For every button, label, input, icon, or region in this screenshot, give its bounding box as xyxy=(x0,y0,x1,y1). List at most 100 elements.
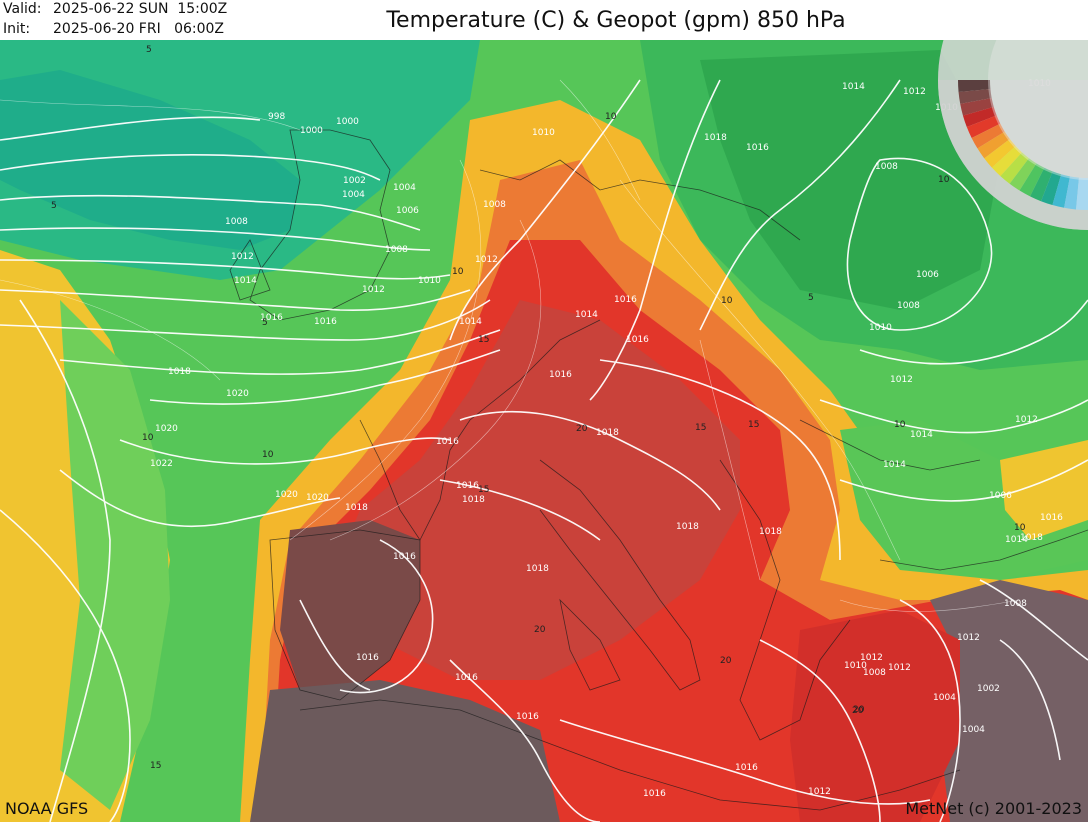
legend-wedge xyxy=(1041,171,1062,206)
legend-wedge xyxy=(1064,176,1079,210)
geopot-label: 1016 xyxy=(260,313,283,323)
init-value: 2025-06-20 FRI 06:00Z xyxy=(53,21,225,37)
temp-label: 10 xyxy=(721,296,733,306)
geopot-label: 1018 xyxy=(526,564,549,574)
geopot-label: 1018 xyxy=(1020,533,1043,543)
temp-label: 15 xyxy=(150,761,161,771)
model-label: NOAA GFS xyxy=(5,799,89,818)
geopot-label: 1008 xyxy=(1004,599,1027,609)
init-label: Init: xyxy=(3,21,31,37)
legend-wedge xyxy=(962,106,997,127)
temp-label: 20 xyxy=(534,625,546,635)
credit-label: MetNet (c) 2001-2023 xyxy=(905,799,1082,818)
geopot-label: 1014 xyxy=(1005,535,1028,545)
temp-label: 15 xyxy=(478,485,489,495)
valid-value: 2025-06-22 SUN 15:00Z xyxy=(53,1,228,17)
geopot-label: 1012 xyxy=(362,285,385,295)
geopot-label: 1008 xyxy=(863,668,886,678)
temp-label: 10 xyxy=(452,267,464,277)
temp-label: 10 xyxy=(1014,523,1026,533)
geopot-label: 1018 xyxy=(168,367,191,377)
geopot-label: 1004 xyxy=(962,725,985,735)
geopot-label: 1004 xyxy=(393,183,416,193)
valid-label: Valid: xyxy=(3,1,42,17)
geopot-label: 1006 xyxy=(396,206,419,216)
geopot-label: 1010 xyxy=(532,128,555,138)
temp-label: 5 xyxy=(262,318,268,328)
field-red-east xyxy=(790,610,960,822)
geopot-label: 1000 xyxy=(300,126,323,136)
geopot-label: 1018 xyxy=(596,428,619,438)
legend-wedge xyxy=(958,80,991,92)
geopot-label: 1010 xyxy=(844,661,867,671)
temp-label: 10 xyxy=(938,175,950,185)
legend-wedge xyxy=(977,131,1010,159)
temp-label: 10 xyxy=(262,450,274,460)
geopot-label: 1008 xyxy=(483,200,506,210)
geopot-label: 1010 xyxy=(418,276,441,286)
geopot-label: 1018 xyxy=(759,527,782,537)
geopot-label: 1012 xyxy=(903,87,926,97)
temp-label: 5 xyxy=(808,293,814,303)
init-time: Init: 2025-06-20 FRI 06:00Z xyxy=(3,21,224,37)
geopot-label: 1006 xyxy=(989,491,1012,501)
temp-label: 15 xyxy=(695,423,706,433)
legend-wedge xyxy=(960,98,994,116)
geopot-label: 1008 xyxy=(225,217,248,227)
temp-label: 10 xyxy=(894,420,906,430)
temp-label: 20 xyxy=(852,706,864,716)
geopot-label: 1016 xyxy=(456,481,479,491)
legend-wedge xyxy=(1019,163,1045,197)
geopot-label: 1002 xyxy=(977,684,1000,694)
geopot-label: 1012 xyxy=(888,663,911,673)
legend-wedge xyxy=(958,89,992,104)
temp-label: 20 xyxy=(576,424,588,434)
geopot-label: 1022 xyxy=(150,459,173,469)
field-extreme-east xyxy=(930,580,1088,822)
geopot-label: 1012 xyxy=(1015,415,1038,425)
geopot-label: 1016 xyxy=(393,552,416,562)
geopot-label: 1010 xyxy=(869,323,892,333)
geopot-label: 1004 xyxy=(933,693,956,703)
geopot-label: 1012 xyxy=(475,255,498,265)
geopot-label: 1016 xyxy=(1040,513,1063,523)
weather-map: 9981000100010021004100410061008100810081… xyxy=(0,40,1088,822)
geopot-label: 1012 xyxy=(808,787,831,797)
legend-wedge xyxy=(1009,158,1037,191)
valid-time: Valid: 2025-06-22 SUN 15:00Z xyxy=(3,1,227,17)
header: Valid: 2025-06-22 SUN 15:00Z Init: 2025-06… xyxy=(0,0,1088,40)
geopot-label: 1014 xyxy=(842,82,865,92)
legend-wedge xyxy=(1076,177,1088,210)
geopot-label: 1012 xyxy=(860,653,883,663)
chart-title: Temperature (C) & Geopot (gpm) 850 hPa xyxy=(386,8,846,33)
geopot-label: 1008 xyxy=(897,301,920,311)
temp-label: 15 xyxy=(478,335,489,345)
legend-wedge xyxy=(1052,174,1070,208)
geopot-label: 1008 xyxy=(875,162,898,172)
geopot-label: 1012 xyxy=(890,375,913,385)
geopot-label: 1016 xyxy=(516,712,539,722)
geopot-label: 1016 xyxy=(436,437,459,447)
geopot-label: 1014 xyxy=(910,430,933,440)
geopot-label: 1014 xyxy=(234,276,257,286)
field-east-yellow xyxy=(1000,440,1088,540)
legend-wedge xyxy=(1030,167,1053,202)
geopot-label: 1016 xyxy=(626,335,649,345)
geopot-label: 1016 xyxy=(735,763,758,773)
temp-label: 5 xyxy=(146,45,152,55)
temp-label: 20 xyxy=(853,705,865,715)
geopot-label: 1016 xyxy=(643,789,666,799)
field-coldest xyxy=(0,70,300,250)
legend-wedge xyxy=(991,146,1022,177)
geopot-label: 1016 xyxy=(614,295,637,305)
legend-wedge xyxy=(984,139,1016,168)
geopot-labels: 9981000100010021004100410061008100810081… xyxy=(150,79,1063,799)
geopot-label: 998 xyxy=(268,112,285,122)
temperature-legend-wheel xyxy=(938,40,1088,230)
field-dark-red xyxy=(330,300,740,680)
geopot-label: 1016 xyxy=(549,370,572,380)
geopot-label: 1014 xyxy=(575,310,598,320)
geopot-label: 1018 xyxy=(676,522,699,532)
geopot-label: 1016 xyxy=(356,653,379,663)
